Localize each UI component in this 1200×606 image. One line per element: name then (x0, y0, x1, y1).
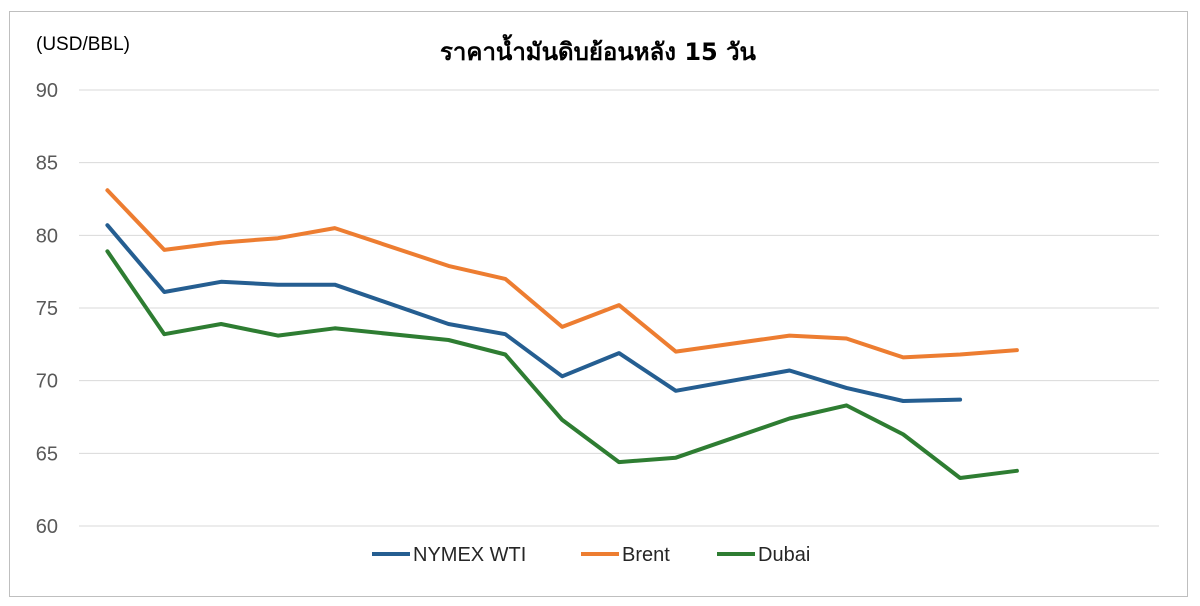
y-tick-label: 70 (36, 371, 58, 393)
series-lines (105, 188, 1019, 480)
y-tick-label: 65 (36, 443, 58, 465)
y-tick-label: 75 (36, 298, 58, 320)
legend-label: NYMEX WTI (413, 544, 526, 566)
y-tick-label: 60 (36, 516, 58, 538)
y-tick-label: 85 (36, 153, 58, 175)
series-line-nymex-wti (105, 223, 963, 403)
gridlines (79, 89, 1159, 527)
legend-label: Dubai (758, 544, 810, 566)
series-line-dubai (105, 249, 1019, 480)
y-axis-unit-label: (USD/BBL) (36, 34, 130, 55)
line-chart: (USD/BBL) ราคาน้ำมันดิบย้อนหลัง 15 วัน 6… (36, 33, 1159, 566)
y-axis-ticks: 60 65 70 75 80 85 90 (36, 80, 58, 538)
legend: NYMEX WTI Brent Dubai (372, 544, 810, 566)
series-line-brent (105, 188, 1019, 360)
legend-item: Brent (581, 544, 670, 566)
chart-frame: (USD/BBL) ราคาน้ำมันดิบย้อนหลัง 15 วัน 6… (9, 11, 1188, 597)
chart-title: ราคาน้ำมันดิบย้อนหลัง 15 วัน (440, 33, 757, 66)
legend-item: Dubai (717, 544, 810, 566)
legend-label: Brent (622, 544, 670, 566)
legend-item: NYMEX WTI (372, 544, 526, 566)
y-tick-label: 80 (36, 225, 58, 247)
y-tick-label: 90 (36, 80, 58, 102)
